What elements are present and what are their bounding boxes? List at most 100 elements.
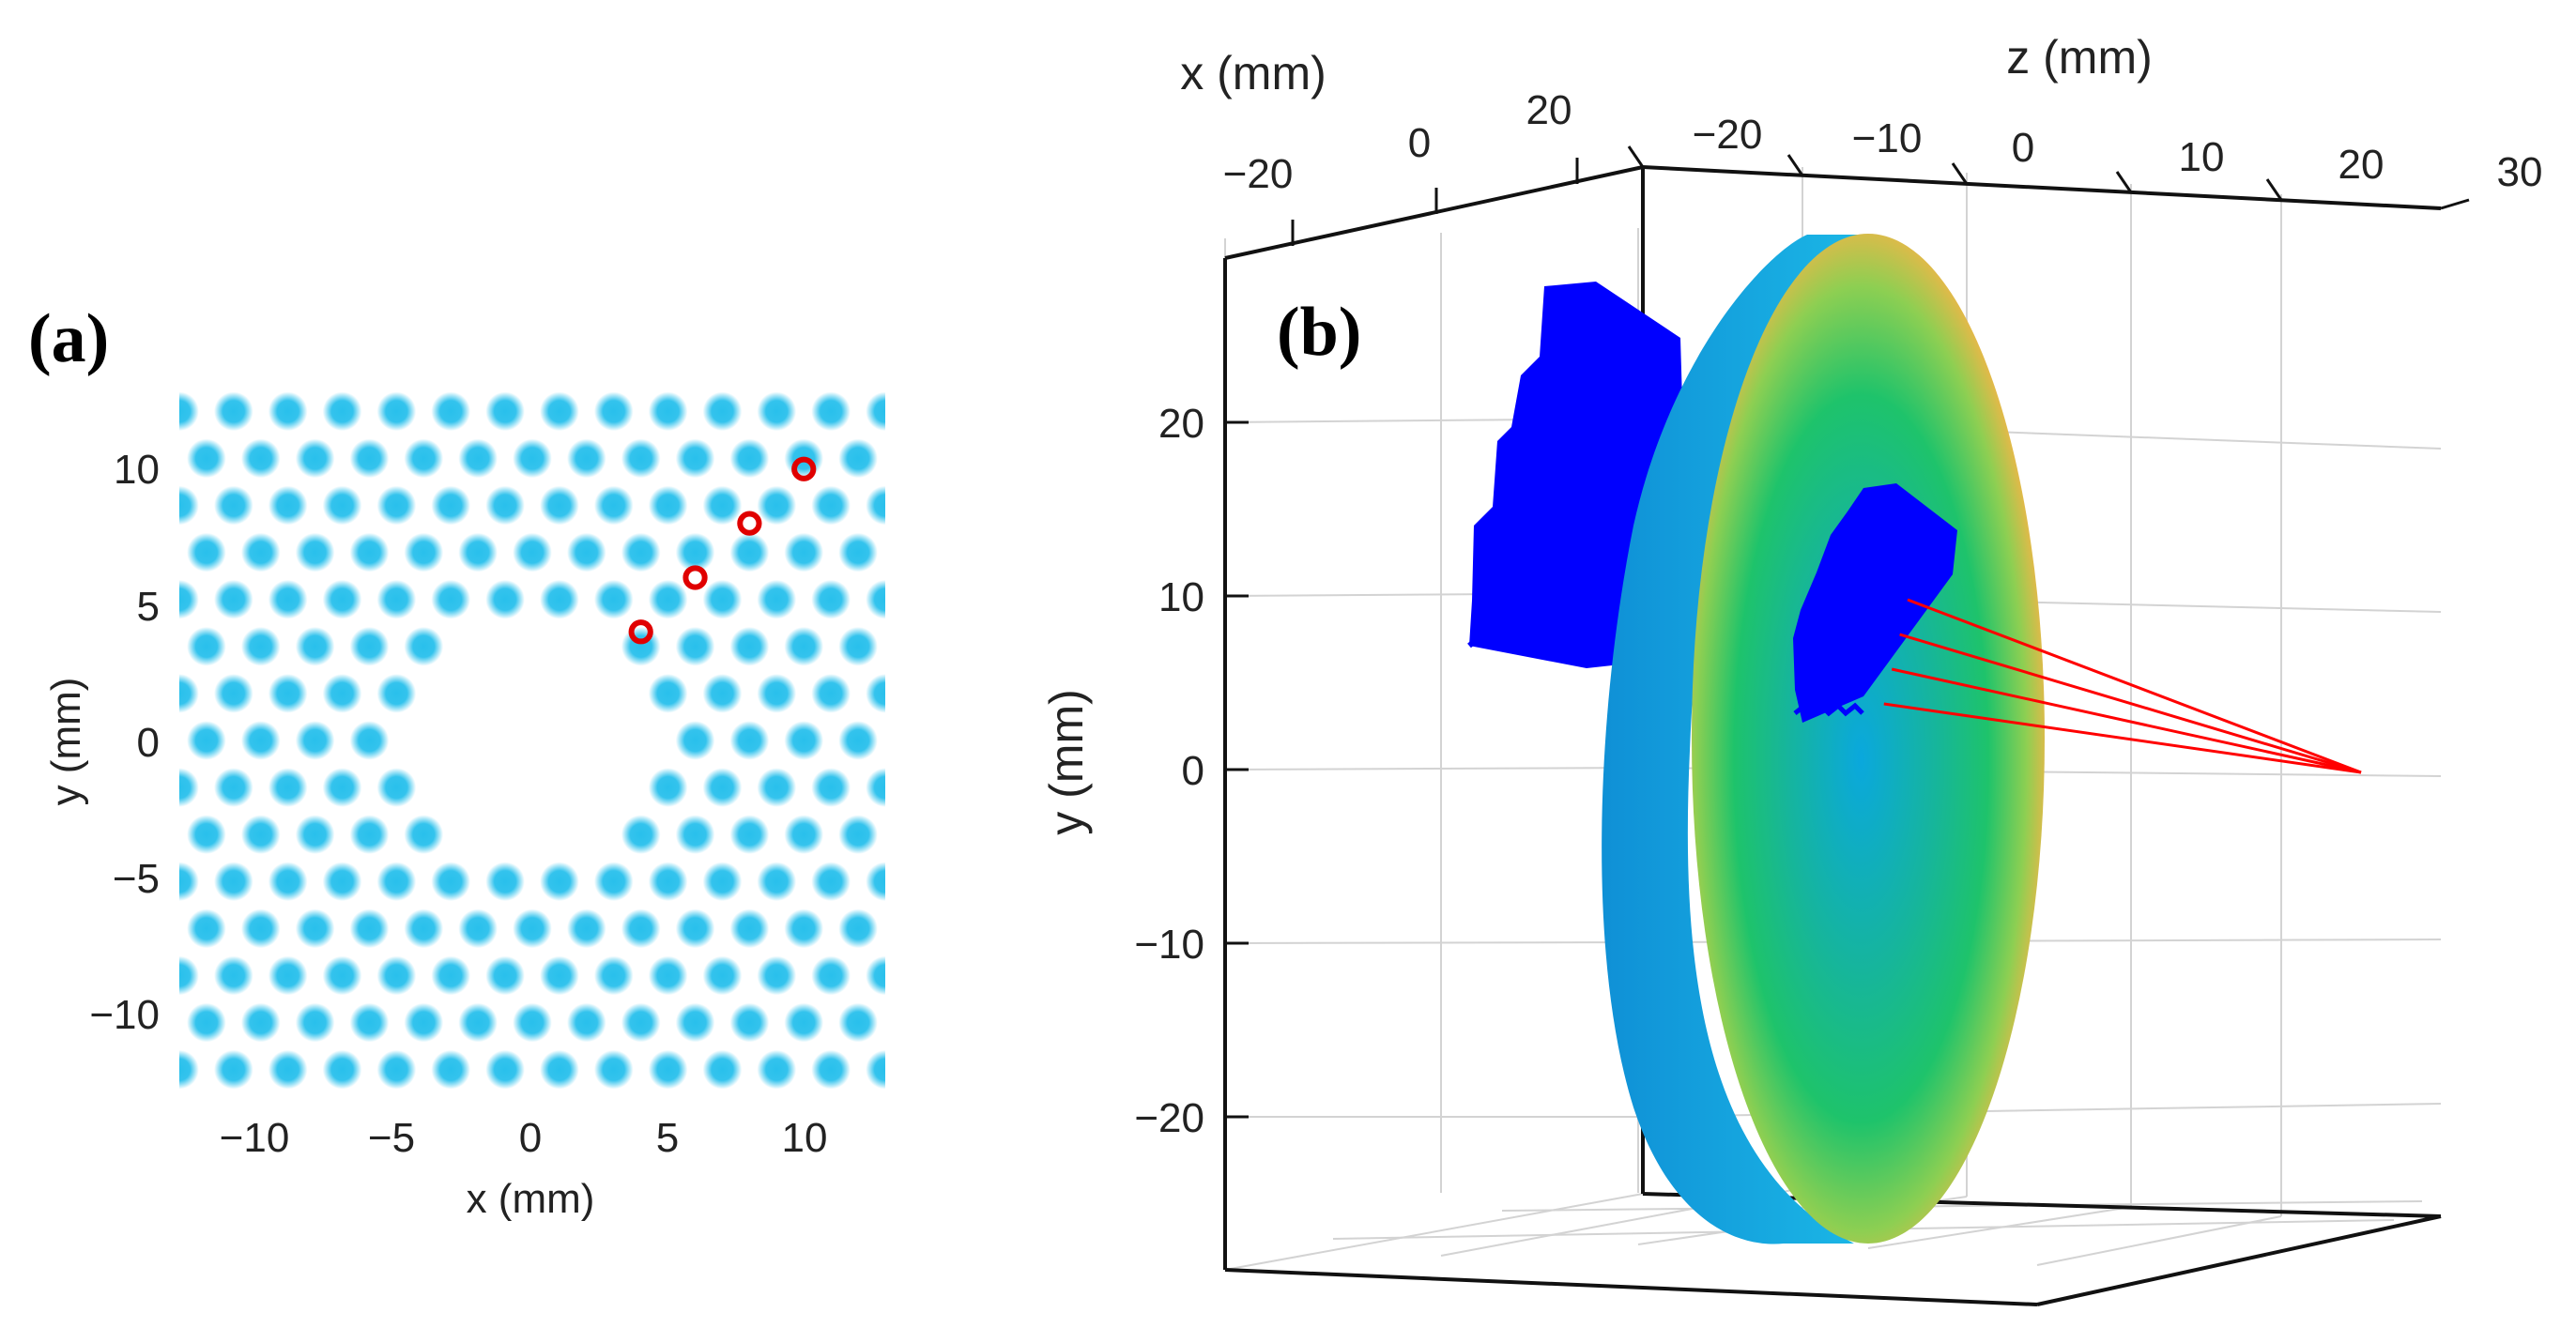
lattice-spot [648,674,688,713]
lattice-spot [349,908,390,949]
axis-tick-marks [1225,145,2470,1119]
x-axis-ticks-b: −20 0 20 [1223,87,1572,197]
lattice-spot [214,391,253,432]
lattice-spot [179,391,199,432]
lattice-spot [567,438,606,479]
z-tick-label: −20 [1693,112,1763,158]
lattice-spot [458,1002,498,1043]
lattice-spot [179,1049,199,1090]
lattice-spot [784,815,824,855]
lattice-spot [214,955,253,996]
lattice-spot [838,1002,878,1043]
lattice-spot [458,532,498,572]
lattice-spot [621,438,661,479]
ray [1891,667,2362,774]
lattice-spot [376,1049,417,1090]
lattice-spot [187,908,226,949]
lattice-spot [322,579,362,619]
lattice-spot [458,344,498,384]
lattice-spot [322,485,362,526]
highlighted-point [791,456,817,481]
lattice-spot [187,1002,226,1043]
ray [1899,633,2362,774]
lattice-spot [349,626,390,666]
lattice-spot [513,1002,552,1043]
x-tick-label: −20 [1223,151,1294,197]
lattice-spot [567,344,606,384]
lattice-spot [729,532,770,572]
z-tick-label: 10 [2179,134,2225,180]
lattice-spot [349,1002,390,1043]
lattice-spot [893,439,932,479]
lattice-spot [458,1097,498,1137]
x-axis-ticks-a: −10 −5 0 5 10 [220,1115,828,1161]
lattice-spot [567,532,606,572]
lattice-spot [784,344,823,384]
lattice-spot [404,438,444,479]
lattice-spots [132,344,932,1137]
lattice-spot [431,955,471,996]
lattice-spot [540,579,579,619]
focused-rays [1883,598,2362,774]
lattice-spot [431,579,471,619]
lattice-spot [838,532,878,572]
x-tick-label: −10 [220,1115,290,1161]
lattice-spot [214,674,253,713]
lattice-spot [268,1049,308,1090]
lattice-spot [593,579,634,619]
y-axis-label-b: y (mm) [1040,689,1093,835]
lattice-spot [268,485,308,526]
lattice-spot [268,391,308,432]
lattice-spot [567,908,606,949]
lattice-spot [268,862,308,902]
lattice-spot [214,485,253,526]
lattice-spot [322,1049,362,1090]
lattice-spot [675,532,715,572]
lattice-spot [132,1097,172,1137]
ray [1907,598,2362,774]
x-tick-label: −5 [368,1115,415,1161]
lattice-spot [676,344,715,384]
lattice-spot [404,626,444,666]
lattice-spot [540,862,579,902]
lattice-spot [485,862,525,902]
lattice-spot [702,955,743,996]
lattice-spot [295,438,335,479]
lattice-spot [621,1002,661,1043]
lattice-spot [757,768,797,807]
lattice-spot [729,626,770,666]
lattice-spot [322,674,362,713]
lattice-spot [838,815,878,855]
lattice-spot [240,815,281,855]
lattice-spot [757,579,797,619]
panel-b: −20 0 20 −20 −10 0 10 20 30 20 10 0 −10 … [1040,31,2543,1306]
lattice-spot [268,674,308,713]
lattice-spot [458,908,498,949]
lattice-spot [295,1002,335,1043]
lattice-spot [132,344,172,384]
lattice-spot [730,344,770,384]
lattice-spot [485,485,525,526]
lattice-spot [295,815,335,855]
lattice-spot [404,1002,444,1043]
lattice-spot [240,721,281,760]
lattice-spot [295,908,335,949]
lattice-spot [349,438,390,479]
lattice-spot [513,908,552,949]
z-tick-label: −10 [1852,115,1923,161]
lattice-spot [893,721,932,760]
y-tick-label: 0 [137,720,160,766]
lattice-spot [675,815,715,855]
lattice-spot [132,533,172,572]
lattice-spot [179,862,199,902]
lattice-spot [757,391,797,432]
lattice-spot [648,862,688,902]
lattice-spot [702,391,743,432]
lattice-spot [349,532,390,572]
z-tick-label: 30 [2497,149,2543,195]
lattice-spot [702,1049,743,1090]
lattice-spot [621,344,661,384]
lattice-spot [784,908,824,949]
lattice-spot [866,674,885,713]
